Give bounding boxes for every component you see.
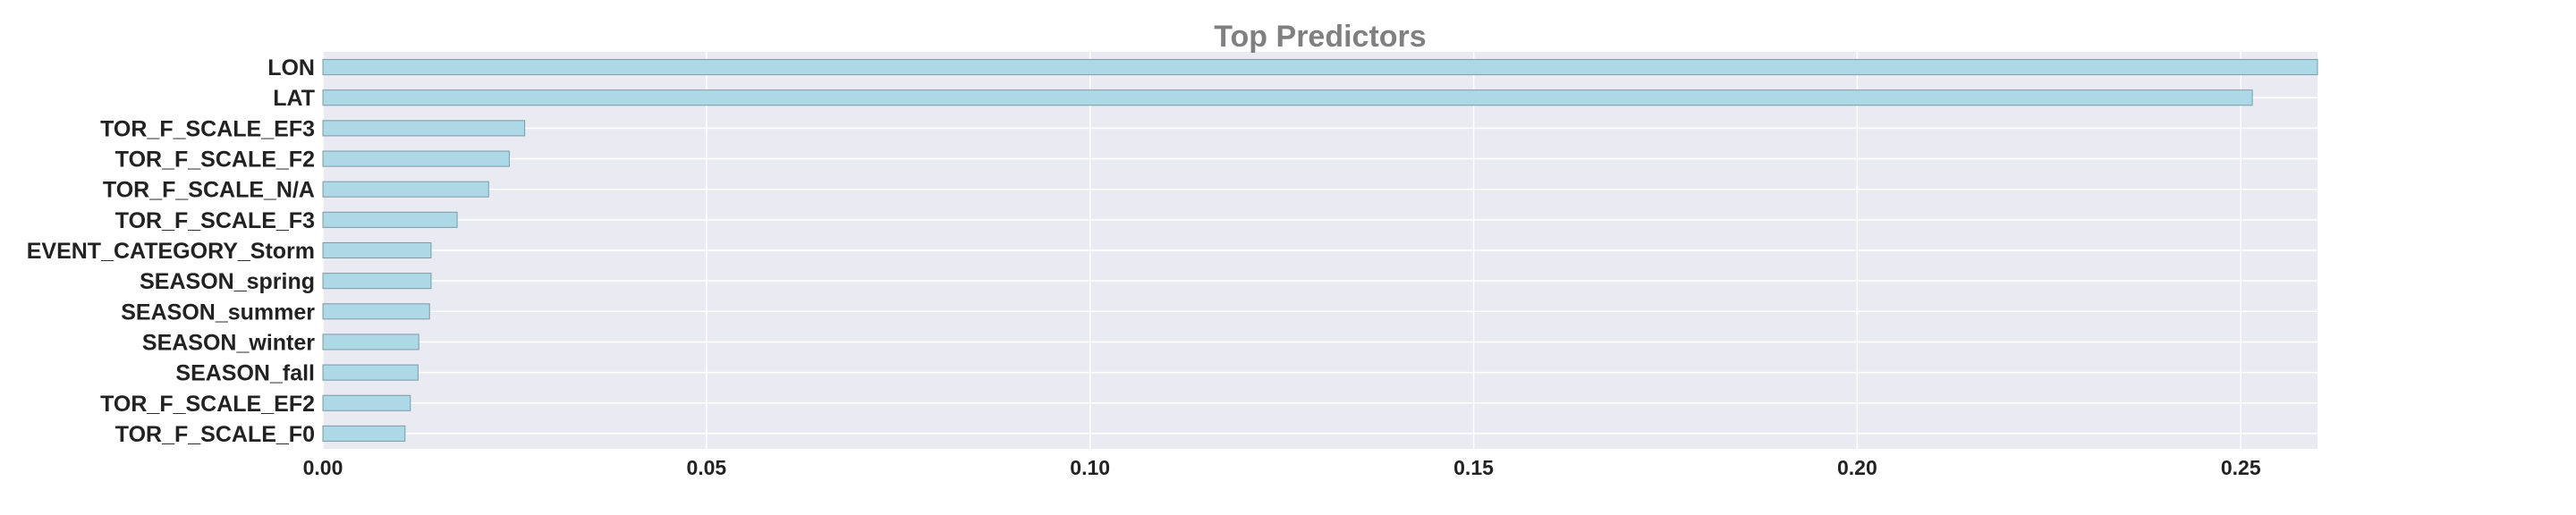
y-tick-label: TOR_F_SCALE_EF3	[100, 116, 315, 141]
bar	[322, 120, 526, 137]
chart-title: Top Predictors	[1214, 20, 1426, 54]
y-tick-label: SEASON_fall	[175, 361, 315, 386]
y-tick-label: SEASON_summer	[121, 300, 315, 325]
y-tick-label: SEASON_spring	[140, 269, 315, 294]
x-tick-label: 0.20	[1837, 456, 1877, 479]
bars	[322, 59, 2318, 442]
x-tick-label: 0.10	[1070, 456, 1110, 479]
y-tick-label: TOR_F_SCALE_F0	[115, 422, 315, 447]
x-tick-label: 0.15	[1453, 456, 1494, 479]
bar	[322, 181, 489, 198]
bar	[322, 273, 432, 290]
bar	[322, 150, 510, 167]
y-tick-label: TOR_F_SCALE_N/A	[103, 178, 315, 203]
x-tick-label: 0.25	[2221, 456, 2261, 479]
y-tick-label: LON	[267, 55, 315, 80]
bar	[322, 59, 2318, 76]
y-tick-label: SEASON_winter	[142, 330, 315, 355]
y-tick-label: EVENT_CATEGORY_Storm	[27, 239, 315, 264]
y-tick-label: TOR_F_SCALE_EF2	[100, 392, 315, 417]
y-tick-label: TOR_F_SCALE_F3	[115, 208, 315, 233]
bar	[322, 333, 419, 350]
x-tick-labels: 0.00 0.05 0.10 0.15 0.20 0.25	[303, 456, 2261, 479]
bar	[322, 303, 430, 320]
bar	[322, 394, 411, 411]
bar	[322, 425, 406, 442]
bar	[322, 89, 2253, 106]
y-tick-label: LAT	[273, 86, 315, 111]
x-tick-label: 0.00	[303, 456, 343, 479]
y-tick-label: TOR_F_SCALE_F2	[115, 148, 315, 173]
y-tick-labels: LON LAT TOR_F_SCALE_EF3 TOR_F_SCALE_F2 TOR_F…	[27, 55, 316, 447]
bar	[322, 211, 458, 228]
bar	[322, 364, 419, 381]
x-tick-label: 0.05	[686, 456, 726, 479]
bar	[322, 241, 432, 259]
